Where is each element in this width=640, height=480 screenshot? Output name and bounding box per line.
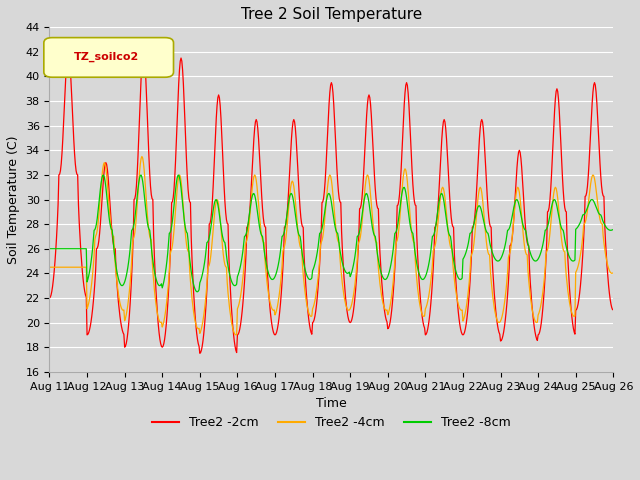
Line: Tree2 -4cm: Tree2 -4cm: [49, 156, 612, 335]
Tree2 -4cm: [418, 309, 426, 315]
Tree2 -8cm: [194, 289, 202, 295]
X-axis label: Time: Time: [316, 397, 347, 410]
Y-axis label: Soil Temperature (C): Soil Temperature (C): [7, 135, 20, 264]
Tree2 -2cm: [609, 307, 616, 312]
Tree2 -4cm: [138, 154, 146, 159]
Tree2 -8cm: [45, 246, 53, 252]
Tree2 -2cm: [45, 295, 53, 301]
Tree2 -2cm: [115, 299, 122, 305]
Tree2 -2cm: [172, 158, 179, 164]
Tree2 -4cm: [609, 270, 616, 276]
Tree2 -8cm: [100, 172, 108, 178]
Line: Tree2 -8cm: Tree2 -8cm: [49, 175, 612, 292]
FancyBboxPatch shape: [44, 37, 173, 77]
Tree2 -8cm: [56, 246, 63, 252]
Tree2 -8cm: [202, 247, 210, 253]
Tree2 -8cm: [172, 187, 179, 193]
Tree2 -4cm: [172, 207, 179, 213]
Tree2 -4cm: [401, 166, 409, 172]
Tree2 -2cm: [65, 49, 72, 55]
Tree2 -4cm: [56, 264, 63, 270]
Tree2 -8cm: [401, 186, 409, 192]
Tree2 -4cm: [202, 300, 209, 305]
Tree2 -2cm: [418, 307, 426, 313]
Tree2 -2cm: [401, 90, 409, 96]
Tree2 -2cm: [196, 350, 204, 356]
Tree2 -4cm: [45, 264, 53, 270]
Tree2 -2cm: [202, 301, 210, 307]
Tree2 -4cm: [114, 285, 122, 291]
Tree2 -8cm: [609, 227, 616, 233]
Tree2 -8cm: [115, 276, 122, 281]
Legend: Tree2 -2cm, Tree2 -4cm, Tree2 -8cm: Tree2 -2cm, Tree2 -4cm, Tree2 -8cm: [147, 411, 516, 434]
Tree2 -8cm: [418, 276, 426, 282]
Tree2 -2cm: [56, 171, 63, 177]
Tree2 -4cm: [232, 332, 240, 338]
Line: Tree2 -2cm: Tree2 -2cm: [49, 52, 612, 353]
Title: Tree 2 Soil Temperature: Tree 2 Soil Temperature: [241, 7, 422, 22]
Text: TZ_soilco2: TZ_soilco2: [74, 52, 140, 62]
